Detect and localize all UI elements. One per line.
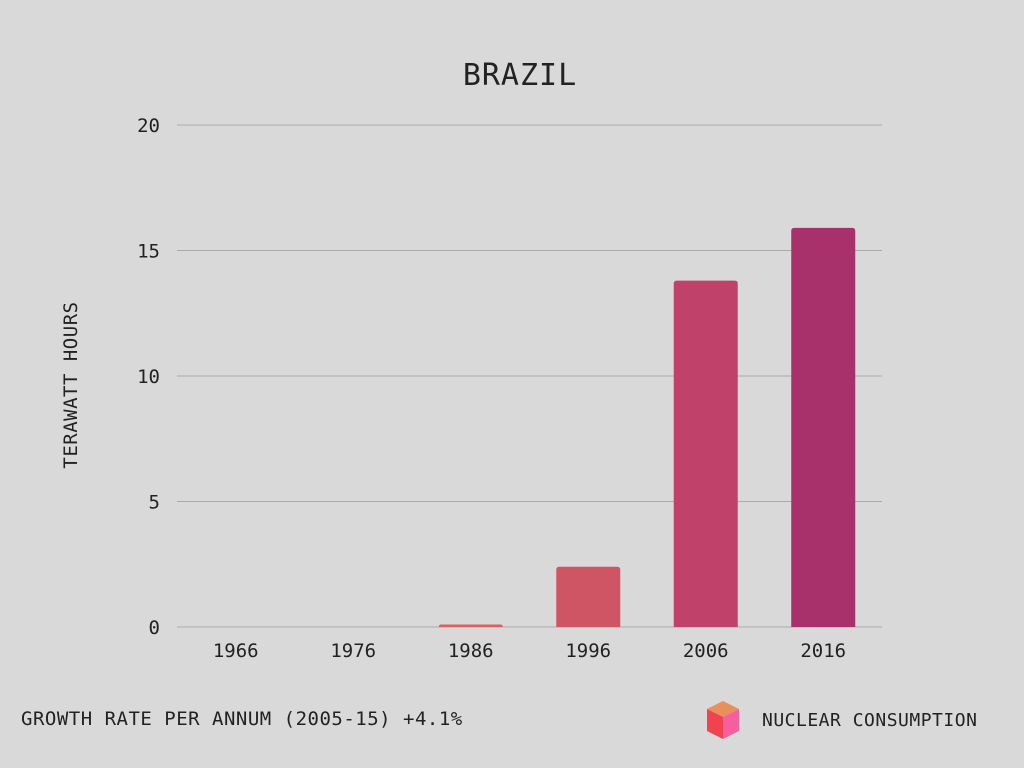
bars (438, 227, 856, 627)
bar-2006 (673, 280, 738, 627)
x-tick-label: 1996 (565, 640, 611, 662)
bar-2016 (791, 227, 856, 627)
y-axis-ticks: 0 5 10 15 20 (137, 115, 160, 639)
x-axis-ticks: 1966 1976 1986 1996 2006 2016 (213, 640, 846, 662)
legend-label: NUCLEAR CONSUMPTION (762, 709, 978, 731)
y-axis-label: TERAWATT HOURS (60, 301, 82, 468)
gridlines (177, 124, 882, 628)
x-tick-label: 1966 (213, 640, 259, 662)
cube-icon (707, 701, 739, 739)
y-tick-label: 10 (137, 366, 160, 388)
x-tick-label: 1986 (448, 640, 494, 662)
bar-1986 (438, 624, 503, 627)
y-tick-label: 20 (137, 115, 160, 137)
x-tick-label: 2016 (800, 640, 846, 662)
bar-1996 (556, 566, 621, 627)
y-tick-label: 15 (137, 241, 160, 263)
y-tick-label: 0 (149, 617, 160, 639)
cube-right-face (723, 709, 739, 739)
growth-rate-note: GROWTH RATE PER ANNUM (2005-15) +4.1% (21, 708, 463, 730)
bar-chart: 0 5 10 15 20 1966 1976 1986 1996 2006 2016 TERAWA… (60, 115, 882, 662)
y-tick-label: 5 (149, 492, 160, 514)
chart-title: BRAZIL (462, 58, 578, 93)
x-tick-label: 2006 (683, 640, 729, 662)
x-tick-label: 1976 (330, 640, 376, 662)
legend: NUCLEAR CONSUMPTION (706, 700, 977, 740)
cube-left-face (707, 709, 723, 739)
